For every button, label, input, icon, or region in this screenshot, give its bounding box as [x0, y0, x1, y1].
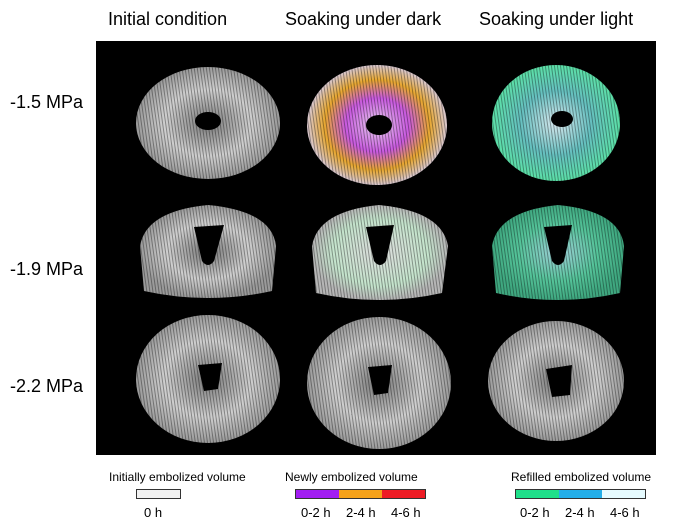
legend-swatch-initial-0h	[137, 490, 180, 498]
legend-title-refilled: Refilled embolized volume	[511, 470, 652, 484]
stem-light-1-5	[492, 65, 620, 181]
legend-swatch-refilled-0-2h	[516, 490, 560, 498]
legend-label-refilled-4-6h: 4-6 h	[610, 505, 640, 520]
micro-ct-image-panel	[96, 41, 656, 455]
legend-swatch-newly-4-6h	[382, 490, 425, 498]
legend-swatch-refilled-2-4h	[559, 490, 603, 498]
legend-title-newly: Newly embolized volume	[285, 470, 418, 484]
legend-bar-initial	[136, 489, 181, 499]
stem-dark-2-2	[307, 317, 451, 449]
legend-label-newly-0-2h: 0-2 h	[301, 505, 331, 520]
row-label-2-2: -2.2 MPa	[10, 376, 84, 396]
legend-label-refilled-0-2h: 0-2 h	[520, 505, 550, 520]
legend-swatch-newly-2-4h	[339, 490, 383, 498]
stem-dark-1-5	[307, 65, 447, 185]
stem-initial-2-2	[136, 315, 280, 443]
micro-ct-renderings	[136, 65, 624, 449]
stem-light-1-9	[492, 205, 624, 300]
stem-initial-1-5	[136, 67, 280, 179]
legend-label-refilled-2-4h: 2-4 h	[565, 505, 595, 520]
stem-initial-1-9	[140, 205, 276, 298]
legend-bar-refilled	[515, 489, 646, 499]
legend-label-newly-4-6h: 4-6 h	[391, 505, 421, 520]
legend-swatch-newly-0-2h	[296, 490, 340, 498]
row-label-1-5: -1.5 MPa	[10, 92, 84, 112]
column-header-initial: Initial condition	[108, 9, 228, 29]
column-header-dark: Soaking under dark	[285, 9, 442, 29]
legend-swatch-refilled-4-6h	[602, 490, 645, 498]
stem-light-2-2	[488, 321, 624, 441]
column-header-light: Soaking under light	[479, 9, 634, 29]
stem-dark-1-9	[312, 205, 448, 300]
row-label-1-9: -1.9 MPa	[10, 259, 84, 279]
legend-label-newly-2-4h: 2-4 h	[346, 505, 376, 520]
legend-bar-newly	[295, 489, 426, 499]
legend-title-initial: Initially embolized volume	[109, 470, 246, 484]
legend-label-initial-0h: 0 h	[144, 505, 163, 520]
